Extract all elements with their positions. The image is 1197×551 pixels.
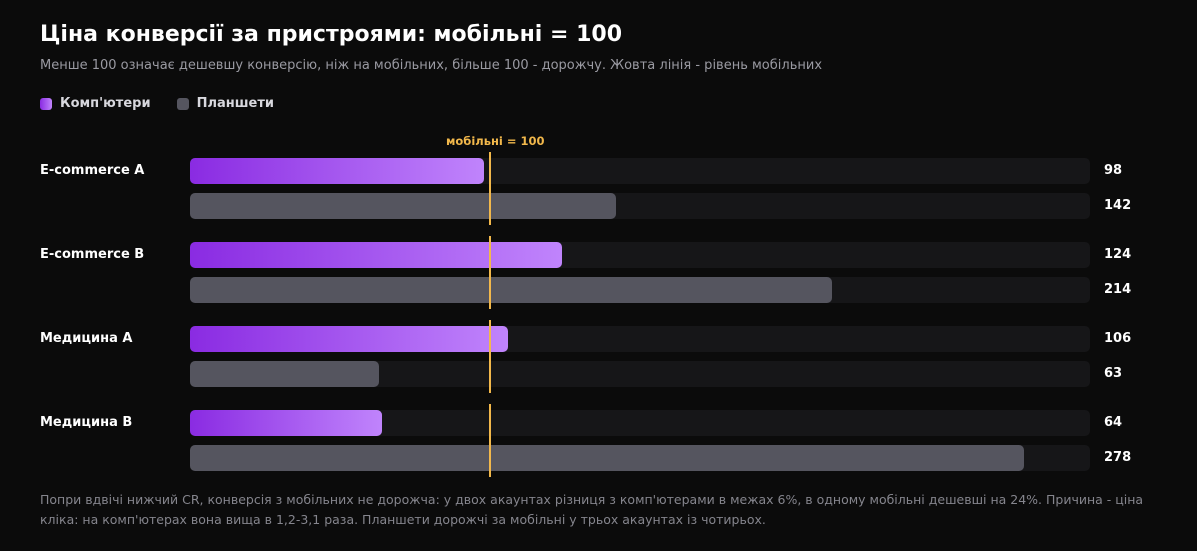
bar-track [190, 361, 1090, 387]
category-label-e-commerce-a: E-commerce A [40, 163, 145, 178]
value-label-tablets: 214 [1104, 282, 1132, 297]
bar-tablets [190, 193, 616, 219]
legend-item-computers: Комп'ютери [40, 96, 151, 111]
legend: Комп'ютери Планшети [40, 96, 274, 111]
value-label-tablets: 63 [1104, 366, 1123, 381]
value-label-computers: 64 [1104, 415, 1123, 430]
legend-swatch-computers [40, 97, 52, 110]
bar-tablets [190, 445, 1024, 471]
chart-title: Ціна конверсії за пристроями: мобільні =… [40, 22, 623, 47]
bar-computers [190, 410, 382, 436]
bar-computers [190, 326, 508, 352]
value-label-computers: 124 [1104, 247, 1132, 262]
legend-swatch-tablets [176, 97, 189, 110]
bar-tablets [190, 361, 379, 387]
category-label-e-commerce-b: E-commerce B [40, 247, 145, 262]
chart-subtitle: Менше 100 означає дешевшу конверсію, ніж… [40, 58, 823, 73]
bar-tablets [190, 277, 832, 303]
value-label-computers: 98 [1104, 163, 1123, 178]
footnote: Попри вдвічі нижчий CR, конверсія з мобі… [40, 492, 1144, 527]
legend-label-computers: Комп'ютери [60, 96, 151, 111]
bar-track [190, 410, 1090, 436]
legend-label-tablets: Планшети [196, 96, 274, 111]
value-label-computers: 106 [1104, 331, 1132, 346]
value-label-tablets: 278 [1104, 450, 1132, 465]
bar-computers [190, 242, 562, 268]
legend-item-tablets: Планшети [176, 96, 274, 111]
category-label-медицина-b: Медицина B [40, 415, 133, 430]
value-label-tablets: 142 [1104, 198, 1132, 213]
bar-computers [190, 158, 484, 184]
reference-line-label: мобільні = 100 [446, 134, 545, 148]
category-label-медицина-a: Медицина A [40, 331, 133, 346]
